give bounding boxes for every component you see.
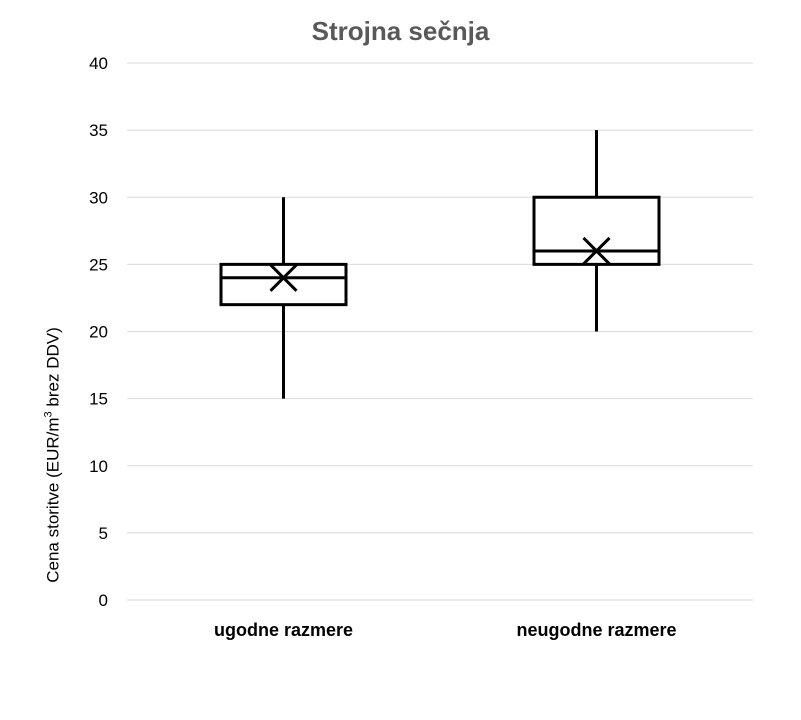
y-tick-label: 30 bbox=[89, 188, 108, 207]
x-tick-label: ugodne razmere bbox=[214, 620, 353, 640]
y-tick-label: 15 bbox=[89, 390, 108, 409]
y-tick-label: 0 bbox=[99, 591, 108, 610]
box-iqr bbox=[532, 195, 661, 266]
y-tick-label: 25 bbox=[89, 255, 108, 274]
mean-marker bbox=[269, 263, 298, 292]
mean-marker bbox=[582, 236, 611, 266]
x-tick-label: neugodne razmere bbox=[516, 620, 676, 640]
box-iqr bbox=[219, 262, 348, 307]
chart-title: Strojna sečnja bbox=[311, 16, 490, 46]
y-tick-label: 10 bbox=[89, 457, 108, 476]
y-tick-label: 40 bbox=[89, 54, 108, 73]
y-tick-label: 35 bbox=[89, 121, 108, 140]
y-tick-label: 5 bbox=[99, 524, 108, 543]
y-tick-label: 20 bbox=[89, 323, 108, 342]
